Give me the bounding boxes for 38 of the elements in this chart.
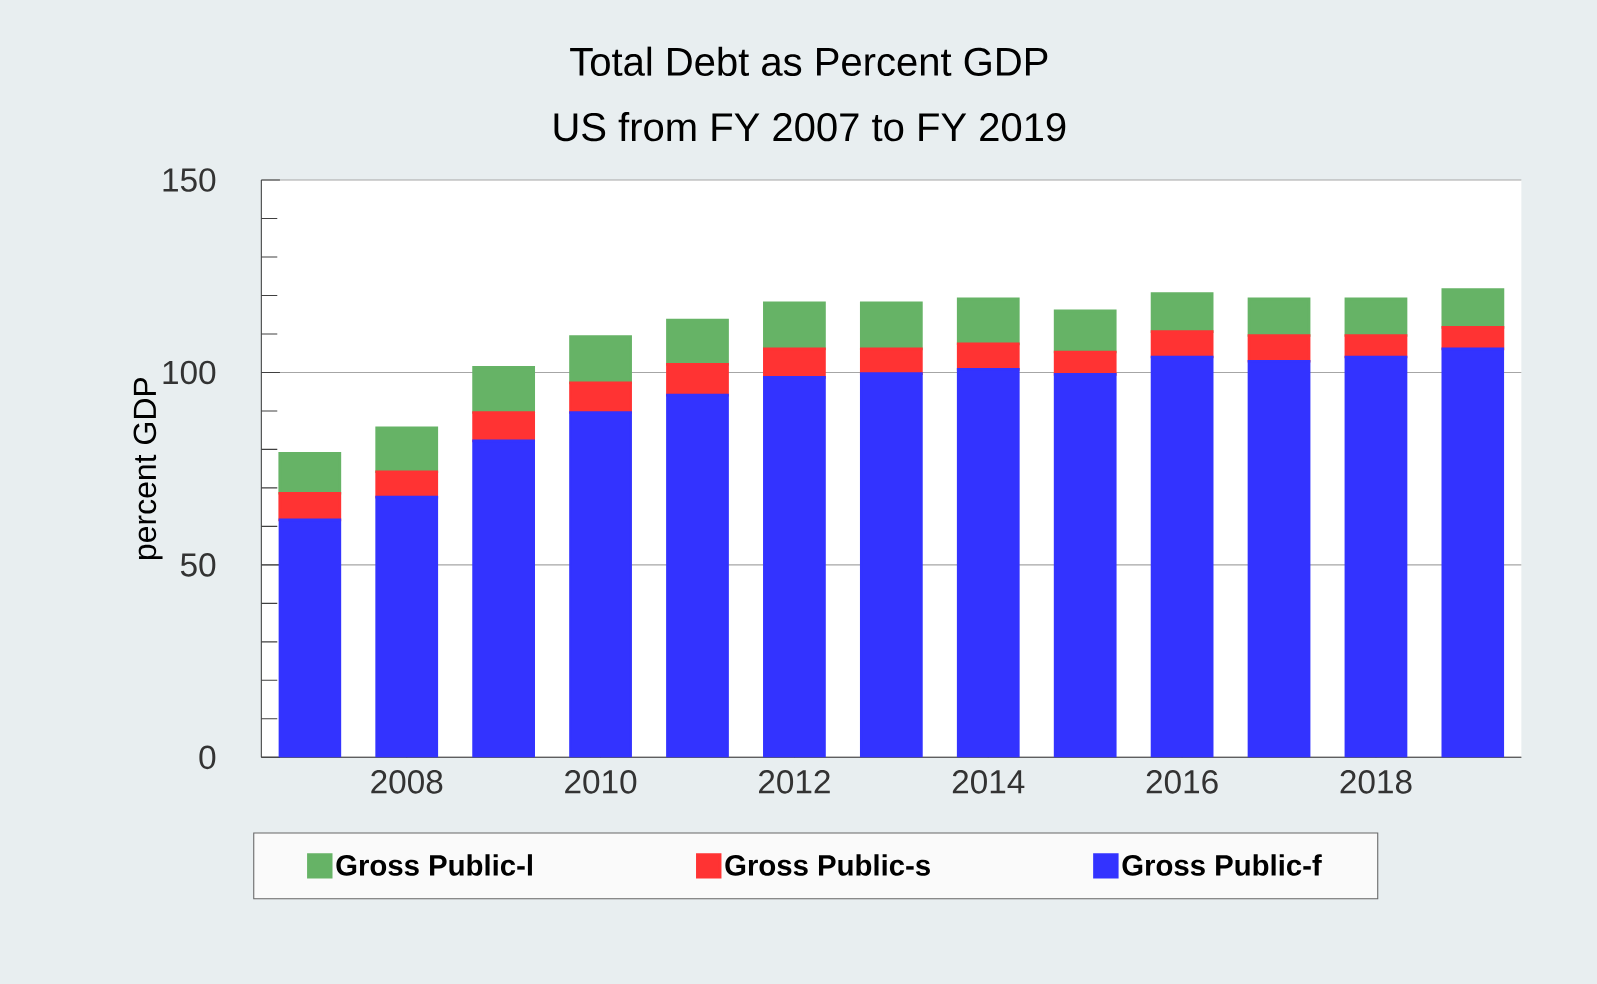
x-tick-label: 2014 — [952, 770, 1025, 794]
bar — [1441, 326, 1505, 351]
bar — [666, 363, 729, 397]
chart-subtitle: US from FY 2007 to FY 2019 — [554, 111, 1066, 142]
bar — [666, 318, 729, 366]
bar — [859, 301, 923, 351]
bar — [956, 342, 1020, 371]
y-tick-label: 150 — [163, 168, 216, 192]
y-tick-label: 50 — [180, 553, 216, 577]
bar — [1053, 309, 1117, 354]
x-tick-label: 2016 — [1146, 770, 1218, 794]
y-tick-label: 0 — [199, 745, 216, 770]
bar — [1344, 297, 1408, 337]
y-axis-title: percent GDP — [133, 377, 163, 560]
bar — [1247, 334, 1311, 363]
bar — [1441, 288, 1505, 329]
x-tick-label: 2018 — [1340, 770, 1412, 794]
legend-label: Gross Public-s — [725, 854, 930, 876]
bar — [1150, 330, 1214, 359]
chart-title: Total Debt as Percent GDP — [570, 46, 1048, 77]
bar — [1344, 334, 1408, 359]
bar — [472, 366, 536, 414]
bar — [956, 297, 1020, 346]
bar — [278, 451, 342, 495]
bar — [763, 301, 826, 351]
bar — [472, 411, 536, 443]
x-tick-label: 2008 — [371, 770, 443, 794]
bar — [278, 491, 342, 522]
legend-label: Gross Public-f — [1122, 854, 1322, 876]
bar — [1247, 297, 1311, 337]
bar — [375, 470, 439, 499]
bar — [1150, 292, 1214, 333]
bar — [763, 347, 826, 379]
x-tick-label: 2010 — [565, 770, 637, 794]
y-tick-label: 100 — [163, 360, 216, 385]
legend-label: Gross Public-l — [336, 854, 532, 876]
x-tick-label: 2012 — [759, 770, 830, 794]
bar — [569, 381, 632, 414]
